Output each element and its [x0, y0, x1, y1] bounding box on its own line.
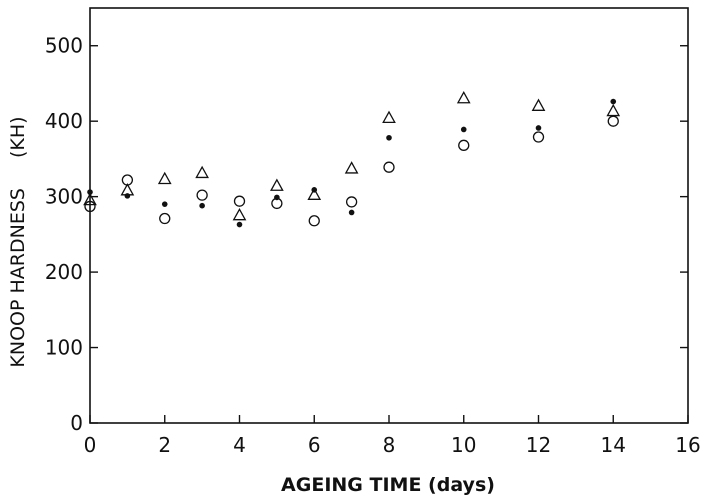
triangle-point — [307, 187, 322, 200]
plot-frame — [89, 7, 689, 424]
y-tick-label: 300 — [45, 185, 83, 209]
triangle-point — [382, 110, 396, 124]
dot-point — [460, 126, 467, 133]
y-tick-label: 400 — [45, 109, 83, 133]
y-axis-title-unit: (KH) — [7, 116, 29, 158]
y-axis-title-text: KNOOP HARDNESS — [7, 188, 29, 368]
x-tick-label: 10 — [451, 433, 476, 457]
circle-point — [607, 115, 619, 127]
triangle-point — [232, 207, 247, 221]
triangle-point — [195, 165, 209, 179]
triangle-point — [531, 98, 546, 111]
x-tick-label: 2 — [158, 433, 171, 457]
dot-point — [199, 202, 205, 209]
circle-point — [383, 161, 395, 173]
x-tick-label: 14 — [601, 433, 626, 457]
dot-point — [610, 98, 617, 105]
dot-point — [535, 125, 542, 131]
circle-point — [458, 139, 470, 151]
dot-point — [386, 134, 392, 141]
data-points — [83, 91, 621, 228]
circle-point — [159, 212, 171, 225]
dot-point — [236, 221, 243, 228]
x-tick-label: 6 — [308, 433, 321, 457]
dot-point — [124, 193, 131, 199]
circle-point — [121, 174, 134, 186]
x-axis-title: AGEING TIME (days) — [281, 474, 495, 496]
series-triangle-open — [83, 91, 621, 221]
ticks: 0 2 4 6 8 10 12 14 16 0 100 200 300 400 500 — [45, 34, 701, 457]
y-axis-title-group: KNOOP HARDNESS (KH) — [7, 116, 29, 367]
dot-point — [311, 187, 318, 193]
y-tick-label: 500 — [45, 34, 83, 58]
y-tick-label: 200 — [45, 260, 83, 284]
triangle-point — [456, 91, 471, 104]
x-tick-label: 4 — [233, 433, 246, 457]
circle-point — [345, 196, 358, 208]
dot-point — [348, 209, 355, 216]
x-tick-label: 12 — [526, 433, 551, 457]
y-tick-label: 0 — [70, 411, 83, 435]
x-tick-label: 16 — [675, 433, 700, 457]
circle-point — [233, 195, 246, 207]
triangle-point — [606, 103, 621, 117]
circle-point — [196, 189, 208, 201]
axes — [89, 7, 689, 424]
triangle-point — [157, 171, 172, 185]
circle-point — [271, 197, 283, 210]
triangle-point — [83, 192, 97, 206]
circle-point — [84, 200, 96, 213]
dot-point — [87, 189, 93, 195]
circle-point — [532, 131, 545, 143]
circle-point — [308, 215, 320, 227]
x-tick-label: 8 — [383, 433, 396, 457]
triangle-point — [344, 161, 359, 174]
series-circle-open — [84, 115, 619, 227]
triangle-point — [270, 178, 284, 191]
x-tick-label: 0 — [84, 433, 97, 457]
y-axis-title: KNOOP HARDNESS (KH) — [7, 116, 29, 367]
y-tick-label: 100 — [45, 336, 83, 360]
dot-point — [161, 201, 168, 207]
